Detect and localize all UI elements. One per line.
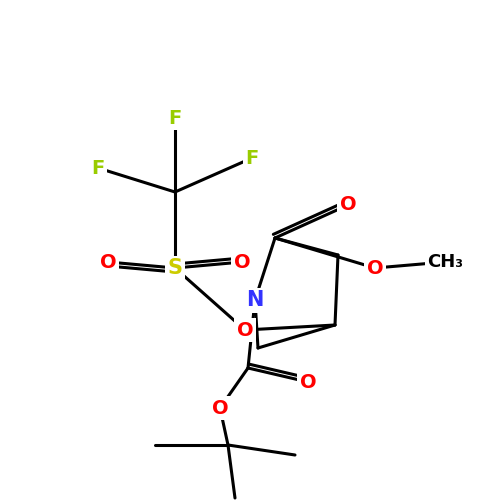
Text: N: N	[246, 290, 264, 310]
Text: O: O	[366, 258, 384, 278]
Text: S: S	[168, 258, 182, 278]
Text: O: O	[340, 196, 356, 214]
Text: O: O	[236, 320, 254, 340]
Text: O: O	[212, 398, 228, 417]
Text: F: F	[168, 108, 181, 128]
Text: CH₃: CH₃	[427, 253, 463, 271]
Text: O: O	[234, 252, 250, 272]
Text: F: F	[246, 148, 258, 168]
Text: O: O	[100, 252, 116, 272]
Text: O: O	[300, 372, 316, 392]
Text: F: F	[92, 158, 104, 178]
